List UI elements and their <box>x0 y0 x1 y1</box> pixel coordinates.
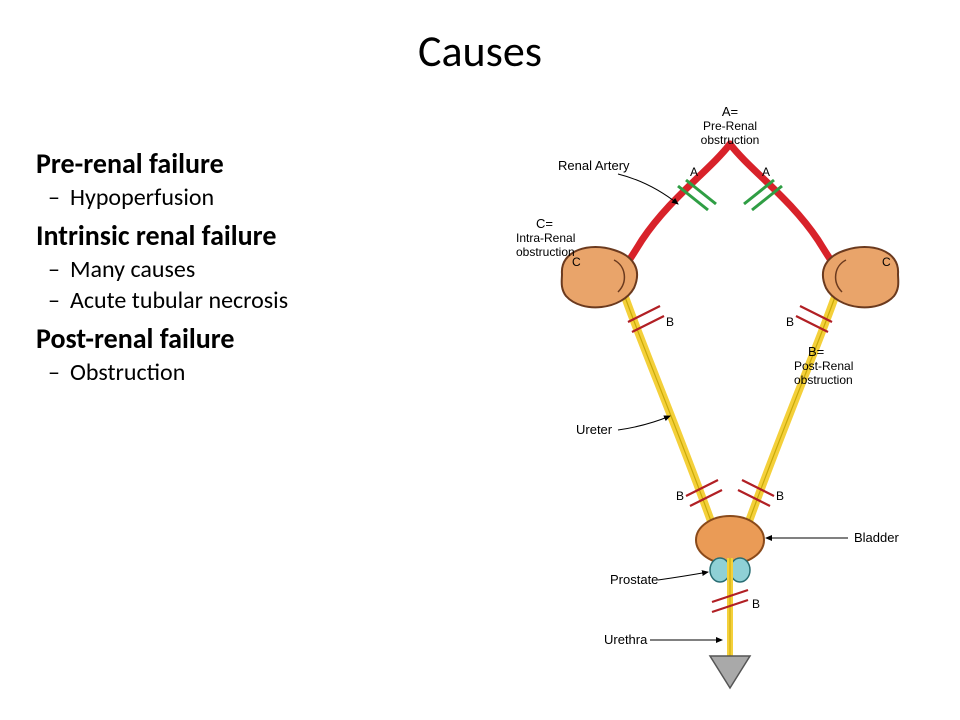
pointer-ureter <box>618 416 670 430</box>
pointer-renal-artery <box>618 174 678 204</box>
label-prostate: Prostate <box>610 572 658 587</box>
bullet-obstruction: Obstruction <box>70 358 476 387</box>
bullet-many-causes: Many causes <box>70 255 476 284</box>
label-c-line1: Intra-Renal <box>516 231 575 245</box>
mark-b-urethra: B <box>752 597 760 611</box>
mark-b-ur: B <box>786 315 794 329</box>
section-heading-postrenal: Post-renal failure <box>36 321 476 356</box>
slide: Causes Pre-renal failure Hypoperfusion I… <box>0 0 960 720</box>
a-mark-green-right2 <box>744 180 774 204</box>
mark-a-right: A <box>762 165 770 179</box>
label-renal-artery: Renal Artery <box>558 158 630 173</box>
label-ureter: Ureter <box>576 422 613 437</box>
urethra-tip <box>710 656 750 688</box>
section-heading-prerenal: Pre-renal failure <box>36 146 476 181</box>
pointer-prostate <box>658 572 708 580</box>
renal-diagram: A= Pre-Renal obstruction Renal Artery C=… <box>510 100 950 700</box>
mark-b-ul: B <box>666 315 674 329</box>
a-mark-green-left2 <box>686 180 716 204</box>
mark-b-ll: B <box>676 489 684 503</box>
label-c-key: C= <box>536 216 553 231</box>
mark-c-left: C <box>572 255 581 269</box>
renal-artery-right <box>730 144 842 276</box>
label-bladder: Bladder <box>854 530 899 545</box>
renal-artery-left <box>618 144 730 276</box>
label-c-line2: obstruction <box>516 245 575 259</box>
label-urethra: Urethra <box>604 632 648 647</box>
label-b-line1: Post-Renal <box>794 359 853 373</box>
label-a-line2: obstruction <box>701 133 760 147</box>
label-b-key: B= <box>808 344 824 359</box>
label-b-line2: obstruction <box>794 373 853 387</box>
bladder <box>696 516 764 564</box>
a-mark-green-left <box>678 186 708 210</box>
content-column: Pre-renal failure Hypoperfusion Intrinsi… <box>36 140 476 389</box>
bullet-acute-tubular-necrosis: Acute tubular necrosis <box>70 286 476 315</box>
page-title: Causes <box>0 24 960 78</box>
bullet-hypoperfusion: Hypoperfusion <box>70 183 476 212</box>
a-mark-green-right <box>752 186 782 210</box>
mark-a-left: A <box>690 165 698 179</box>
label-a-key: A= <box>722 104 738 119</box>
mark-b-lr: B <box>776 489 784 503</box>
label-a-line1: Pre-Renal <box>703 119 757 133</box>
mark-c-right: C <box>882 255 891 269</box>
renal-diagram-svg: A= Pre-Renal obstruction Renal Artery C=… <box>510 100 950 700</box>
section-heading-intrinsic: Intrinsic renal failure <box>36 218 476 253</box>
